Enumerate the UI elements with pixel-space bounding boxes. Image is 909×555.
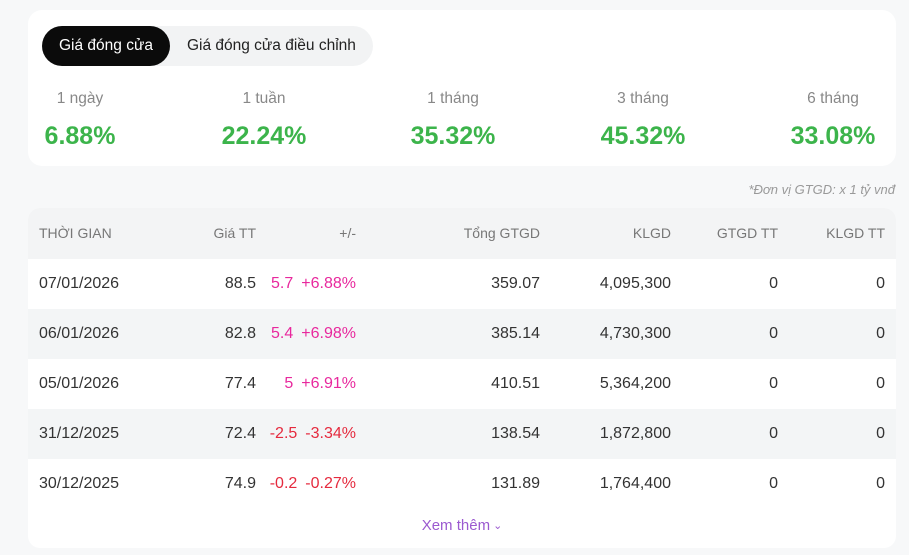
change-percent: +6.88% — [301, 275, 356, 292]
cell-change: 5.7 +6.88% — [271, 259, 356, 309]
tab-adjusted-closing-price[interactable]: Giá đóng cửa điều chỉnh — [186, 37, 356, 54]
cell-total-value: 359.07 — [491, 275, 540, 292]
table-row: 31/12/2025 72.4 -2.5 -3.34% 138.54 1,872… — [28, 409, 896, 459]
cell-change: -2.5 -3.34% — [270, 409, 356, 459]
cell-total-value: 131.89 — [491, 475, 540, 492]
cell-volume: 4,095,300 — [599, 275, 671, 292]
change-value: -0.2 — [269, 475, 298, 492]
change-value: 5.7 — [271, 275, 294, 292]
header-total-value: Tổng GTGD — [463, 225, 540, 241]
period-label: 1 ngày — [56, 90, 104, 107]
header-volume: KLGD — [632, 225, 671, 241]
cell-price: 74.9 — [224, 475, 256, 492]
period-1-month: 1 tháng 35.32% — [393, 90, 513, 151]
cell-total-value: 138.54 — [491, 425, 540, 442]
see-more-link[interactable]: Xem thêm ⌄ — [28, 517, 896, 534]
cell-change: 5.4 +6.98% — [271, 309, 356, 359]
cell-total-value: 385.14 — [491, 325, 540, 342]
header-price: Giá TT — [213, 225, 256, 241]
header-time: THỜI GIAN — [39, 225, 112, 241]
cell-volume: 1,872,800 — [599, 425, 671, 442]
cell-negotiated-volume: 0 — [876, 275, 885, 292]
cell-negotiated-value: 0 — [769, 375, 778, 392]
table-row: 05/01/2026 77.4 5 +6.91% 410.51 5,364,20… — [28, 359, 896, 409]
change-percent: +6.98% — [301, 325, 356, 342]
table-row: 30/12/2025 74.9 -0.2 -0.27% 131.89 1,764… — [28, 459, 896, 509]
period-label: 3 tháng — [617, 90, 669, 107]
period-1-day: 1 ngày 6.88% — [20, 90, 140, 151]
tab-closing-price[interactable]: Giá đóng cửa — [42, 26, 170, 66]
table-row: 06/01/2026 82.8 5.4 +6.98% 385.14 4,730,… — [28, 309, 896, 359]
cell-volume: 5,364,200 — [599, 375, 671, 392]
see-more-label: Xem thêm — [421, 517, 491, 534]
change-value: 5 — [284, 375, 294, 392]
change-value: 5.4 — [271, 325, 294, 342]
header-change: +/- — [339, 225, 356, 241]
period-3-months: 3 tháng 45.32% — [583, 90, 703, 151]
period-1-week: 1 tuần 22.24% — [204, 90, 324, 151]
cell-negotiated-value: 0 — [769, 475, 778, 492]
period-value: 35.32% — [410, 122, 496, 150]
cell-negotiated-volume: 0 — [876, 325, 885, 342]
cell-change: -0.2 -0.27% — [270, 459, 356, 509]
change-percent: -3.34% — [305, 425, 356, 442]
cell-change: 5 +6.91% — [284, 359, 356, 409]
cell-price: 82.8 — [224, 325, 256, 342]
period-label: 1 tháng — [427, 90, 479, 107]
cell-volume: 1,764,400 — [599, 475, 671, 492]
period-label: 1 tuần — [242, 90, 286, 107]
cell-time: 30/12/2025 — [39, 475, 120, 492]
chevron-down-icon: ⌄ — [493, 520, 503, 532]
cell-time: 05/01/2026 — [39, 375, 120, 392]
table-row: 07/01/2026 88.5 5.7 +6.88% 359.07 4,095,… — [28, 259, 896, 309]
price-type-tabs: Giá đóng cửa Giá đóng cửa điều chỉnh — [42, 26, 373, 66]
header-negotiated-value: GTGD TT — [716, 225, 778, 241]
cell-volume: 4,730,300 — [599, 325, 671, 342]
period-value: 45.32% — [600, 122, 686, 150]
period-value: 33.08% — [790, 122, 876, 150]
cell-negotiated-value: 0 — [769, 325, 778, 342]
table-header: THỜI GIAN Giá TT +/- Tổng GTGD KLGD GTGD… — [28, 208, 896, 259]
cell-negotiated-value: 0 — [769, 275, 778, 292]
cell-price: 72.4 — [224, 425, 256, 442]
cell-total-value: 410.51 — [491, 375, 540, 392]
cell-time: 31/12/2025 — [39, 425, 120, 442]
period-value: 6.88% — [44, 122, 116, 150]
header-negotiated-volume: KLGD TT — [826, 225, 885, 241]
trading-history-table: THỜI GIAN Giá TT +/- Tổng GTGD KLGD GTGD… — [28, 208, 896, 548]
cell-time: 07/01/2026 — [39, 275, 120, 292]
cell-price: 88.5 — [224, 275, 256, 292]
cell-price: 77.4 — [224, 375, 256, 392]
period-6-months: 6 tháng 33.08% — [773, 90, 893, 151]
period-label: 6 tháng — [807, 90, 859, 107]
cell-time: 06/01/2026 — [39, 325, 120, 342]
change-percent: +6.91% — [301, 375, 356, 392]
period-value: 22.24% — [221, 122, 307, 150]
cell-negotiated-value: 0 — [769, 425, 778, 442]
cell-negotiated-volume: 0 — [876, 375, 885, 392]
performance-card: Giá đóng cửa Giá đóng cửa điều chỉnh 1 n… — [28, 10, 896, 166]
change-value: -2.5 — [269, 425, 298, 442]
unit-note: *Đơn vị GTGD: x 1 tỷ vnđ — [748, 182, 895, 197]
cell-negotiated-volume: 0 — [876, 475, 885, 492]
cell-negotiated-volume: 0 — [876, 425, 885, 442]
change-percent: -0.27% — [305, 475, 356, 492]
